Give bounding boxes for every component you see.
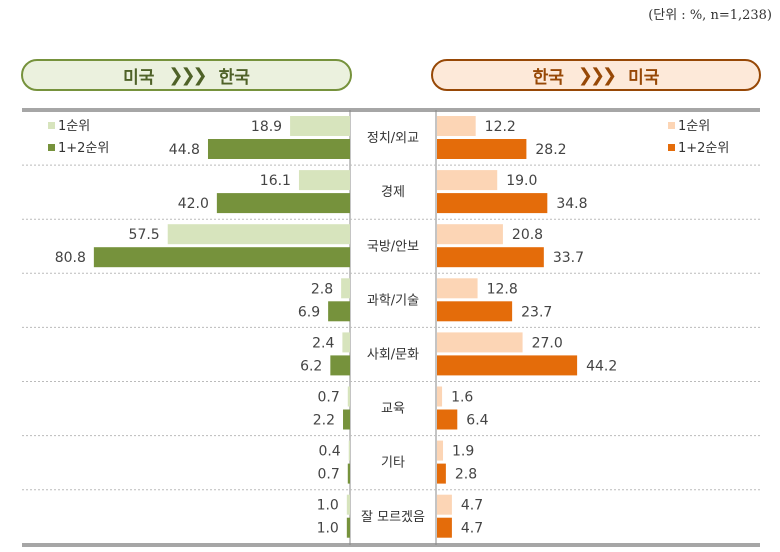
legend-swatch [48,122,55,129]
right-bar [437,386,443,407]
legend-label: 1+2순위 [58,141,109,156]
left-bar [330,355,350,376]
legend-label: 1순위 [58,119,90,134]
left-bar [348,440,350,461]
right-value-label: 20.8 [512,227,543,243]
right-bar [437,301,513,322]
category-label: 기타 [381,456,405,471]
unit-note: (단위 : %, n=1,238) [648,8,772,23]
category-label: 잘 모르겠음 [361,510,425,525]
left-value-label: 1.0 [317,521,339,537]
left-bar [298,170,350,191]
header-to: 미국 [628,67,660,88]
left-value-label: 2.4 [312,335,334,351]
left-bar [216,193,350,214]
right-bar [437,278,478,299]
category-label: 경제 [381,185,405,200]
legend-swatch [668,144,675,151]
left-bar [207,139,350,159]
right-bar [437,440,444,461]
left-bar [346,517,350,538]
right-value-label: 6.4 [466,413,488,429]
left-bar [341,278,350,299]
left-value-label: 44.8 [169,142,200,158]
right-value-label: 27.0 [532,335,563,351]
legend-swatch [48,144,55,151]
right-bar [437,170,498,191]
category-label: 국방/안보 [367,239,419,254]
left-bar [328,301,350,322]
triple-chevron-icon: ❯❯❯ [168,64,207,86]
left-bar [347,463,350,484]
right-value-label: 1.6 [451,390,473,406]
left-bar [93,247,350,268]
left-value-label: 57.5 [129,227,160,243]
right-value-label: 1.9 [452,444,474,460]
legend-label: 1순위 [678,119,710,134]
left-value-label: 6.2 [300,358,322,374]
left-bar [346,494,350,515]
left-panel-header: 미국 ❯❯❯ 한국 [21,59,352,91]
left-value-label: 16.1 [260,173,291,189]
right-value-label: 12.2 [485,119,516,135]
right-bar [437,139,527,159]
left-bar [167,224,350,245]
left-bar [290,116,350,136]
right-bar [437,193,548,214]
legend-swatch [668,122,675,129]
right-bar [437,494,452,515]
right-value-label: 44.2 [586,358,617,374]
left-value-label: 6.9 [298,304,320,320]
right-value-label: 19.0 [506,173,537,189]
right-bar [437,517,452,538]
left-value-label: 2.8 [311,281,333,297]
header-from: 한국 [532,67,564,88]
left-value-label: 0.7 [318,390,340,406]
left-value-label: 18.9 [251,119,282,135]
right-value-label: 33.7 [553,250,584,266]
right-value-label: 4.7 [461,521,483,537]
left-value-label: 80.8 [55,250,86,266]
right-value-label: 23.7 [521,304,552,320]
left-value-label: 1.0 [317,498,339,514]
header-to: 한국 [218,67,250,88]
left-value-label: 0.4 [318,444,340,460]
category-label: 정치/외교 [367,131,419,146]
category-label: 과학/기술 [367,293,419,308]
left-value-label: 0.7 [318,467,340,483]
legend-label: 1+2순위 [678,141,729,156]
left-bar [347,386,350,407]
right-value-label: 34.8 [556,196,587,212]
triple-chevron-icon: ❯❯❯ [577,64,617,86]
right-bar [437,116,476,136]
right-value-label: 12.8 [487,281,518,297]
right-bar [437,355,578,376]
category-label: 교육 [381,402,405,417]
category-label: 사회/문화 [367,347,419,362]
header-from: 미국 [123,67,155,88]
right-value-label: 28.2 [535,142,566,158]
left-bar [343,409,350,430]
left-value-label: 42.0 [178,196,209,212]
right-bar [437,332,523,353]
right-value-label: 2.8 [455,467,477,483]
left-value-label: 2.2 [313,413,335,429]
right-value-label: 4.7 [461,498,483,514]
left-bar [342,332,350,353]
right-bar [437,463,446,484]
right-bar [437,247,544,268]
right-panel-header: 한국 ❯❯❯ 미국 [431,59,761,91]
right-bar [437,409,458,430]
right-bar [437,224,503,245]
